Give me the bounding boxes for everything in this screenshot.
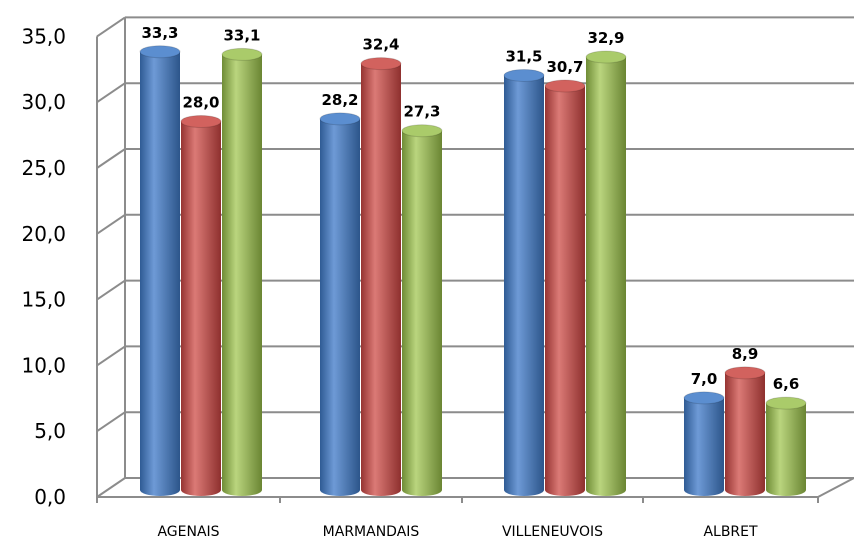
floor-right-edge — [817, 477, 854, 498]
bar-top — [221, 47, 263, 61]
data-label: 28,0 — [182, 94, 219, 112]
gridline-depth — [96, 16, 126, 38]
bar-top — [180, 115, 222, 129]
bar-top — [724, 366, 766, 380]
y-tick-label: 5,0 — [34, 419, 66, 443]
bar — [320, 118, 360, 496]
x-tick-label: ALBRET — [703, 524, 758, 540]
x-tick-label: MARMANDAIS — [323, 524, 420, 540]
data-label: 27,3 — [403, 103, 440, 121]
data-label: 32,4 — [362, 36, 399, 54]
gridline-depth — [96, 279, 126, 301]
y-tick-label: 15,0 — [21, 288, 66, 312]
bar — [181, 121, 221, 497]
gridline-depth — [96, 477, 126, 498]
bar — [504, 75, 544, 497]
gridline-depth — [96, 411, 126, 433]
bar — [361, 63, 401, 497]
bar — [684, 397, 724, 496]
data-label: 33,3 — [141, 24, 178, 42]
bar — [586, 57, 626, 496]
bar — [222, 54, 262, 497]
bar — [140, 51, 180, 496]
data-label: 30,7 — [546, 58, 583, 76]
bars — [139, 45, 807, 497]
x-tick-label: VILLENEUVOIS — [502, 524, 603, 540]
y-tick-label: 35,0 — [21, 24, 66, 48]
bar-top — [139, 45, 181, 59]
data-label: 33,1 — [223, 26, 260, 44]
y-tick-label: 20,0 — [21, 222, 66, 246]
y-tick-label: 0,0 — [34, 485, 66, 509]
data-label: 31,5 — [505, 47, 542, 65]
data-label: 8,9 — [732, 345, 759, 363]
bar — [725, 372, 765, 496]
y-tick-label: 25,0 — [21, 156, 66, 180]
bar-top — [401, 124, 443, 138]
data-labels: 33,3 28,0 33,1 28,2 32,4 27,3 31,530,732,9 7,0 8… — [141, 24, 799, 393]
bar — [402, 130, 442, 496]
bar-top — [360, 57, 402, 71]
data-label: 28,2 — [321, 91, 358, 109]
bar — [766, 403, 806, 496]
bar-top — [765, 396, 807, 410]
data-label: 7,0 — [691, 370, 718, 388]
gridline-depth — [96, 213, 126, 235]
bar-top — [544, 79, 586, 93]
bar-top — [683, 391, 725, 405]
y-tick-label: 30,0 — [21, 90, 66, 114]
gridline-depth — [96, 148, 126, 169]
bar-top — [585, 50, 627, 64]
gridline-depth — [96, 82, 126, 104]
data-label: 32,9 — [587, 29, 624, 47]
bar-top — [319, 112, 361, 126]
bar — [545, 85, 585, 496]
data-label: 6,6 — [773, 375, 800, 393]
gridline-depth — [96, 345, 126, 367]
y-tick-label: 10,0 — [21, 353, 66, 377]
bar-top — [503, 68, 545, 82]
x-tick-label: AGENAIS — [157, 524, 219, 540]
